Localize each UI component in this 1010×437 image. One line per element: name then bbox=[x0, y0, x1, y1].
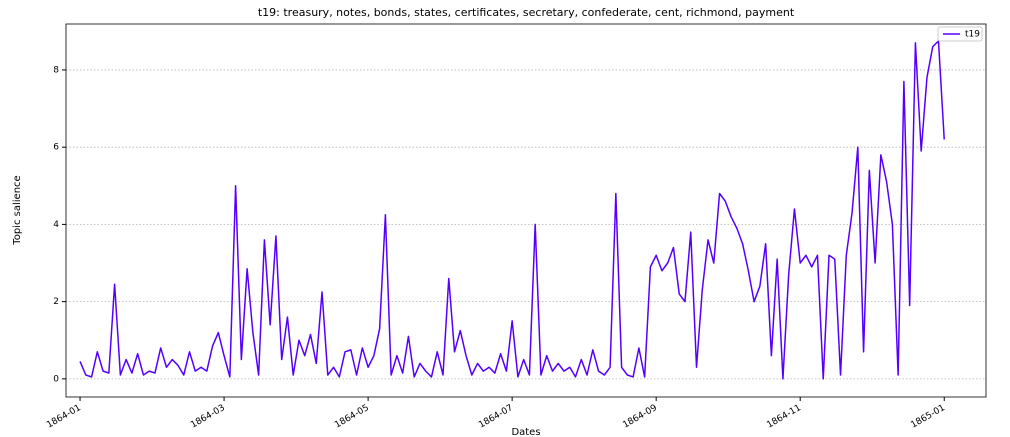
y-tick-label: 6 bbox=[53, 143, 59, 153]
plot-frame bbox=[65, 23, 987, 398]
y-axis-label: Topic salience bbox=[12, 175, 23, 245]
line-series bbox=[79, 40, 945, 380]
x-tick-label: 1864-07 bbox=[477, 403, 515, 430]
y-tick-label: 0 bbox=[53, 374, 59, 384]
y-tick-label: 2 bbox=[53, 297, 59, 307]
x-tick-label: 1864-05 bbox=[333, 403, 371, 430]
legend-label: t19 bbox=[965, 30, 980, 40]
x-tick-label: 1864-11 bbox=[765, 403, 803, 430]
x-tick-label: 1864-01 bbox=[45, 403, 83, 430]
x-tick-label: 1864-03 bbox=[189, 403, 227, 430]
y-tick-label: 8 bbox=[53, 65, 59, 75]
chart-title: t19: treasury, notes, bonds, states, cer… bbox=[258, 6, 795, 19]
y-tick-label: 4 bbox=[53, 220, 59, 230]
x-tick-label: 1865-01 bbox=[909, 403, 947, 430]
x-axis-label: Dates bbox=[511, 427, 540, 437]
x-tick-label: 1864-09 bbox=[621, 403, 659, 431]
